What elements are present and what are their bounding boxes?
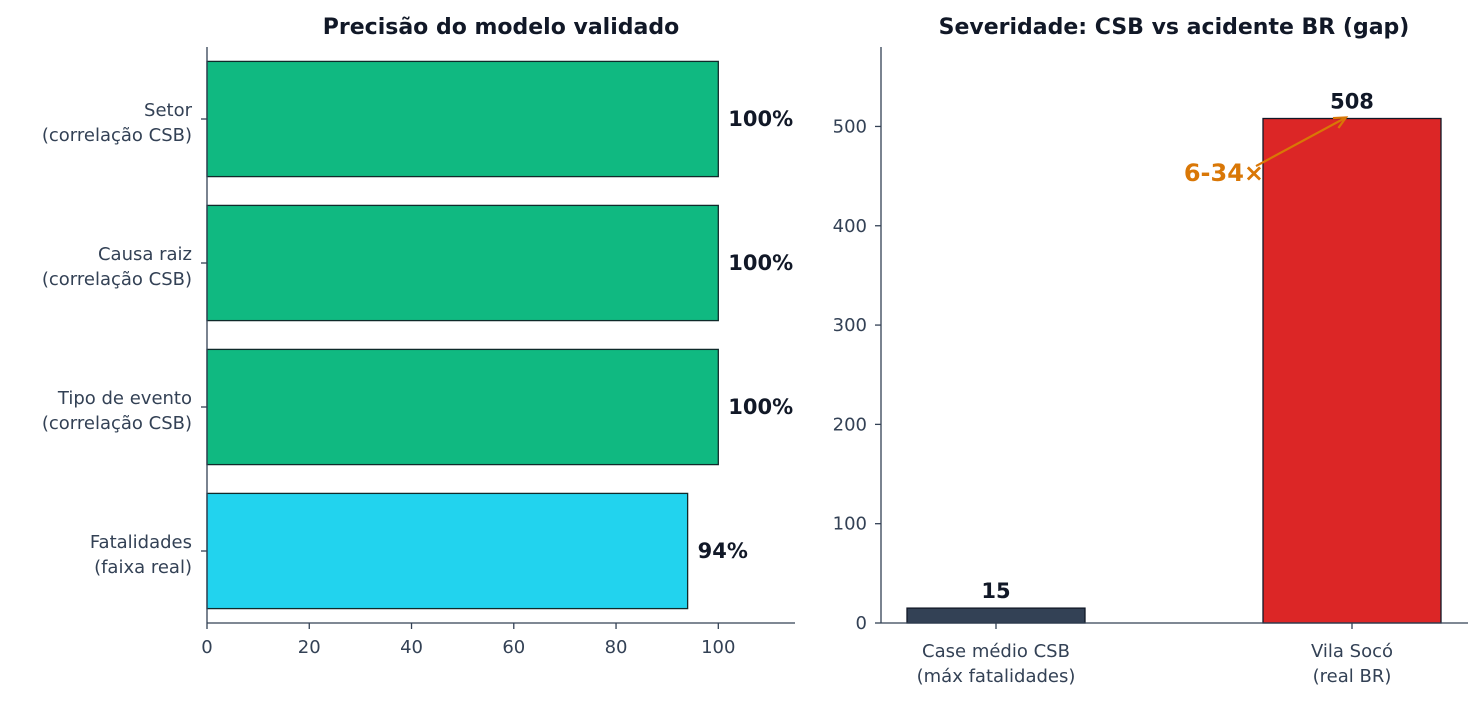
severity-y-tick-label: 0: [856, 613, 867, 634]
annotation-arrowhead: [1332, 116, 1349, 129]
accuracy-x-tick-label: 0: [201, 637, 212, 658]
accuracy-chart-title: Precisão do modelo validado: [323, 15, 679, 40]
accuracy-bar: [206, 492, 689, 610]
accuracy-value-label: 100%: [728, 251, 793, 275]
accuracy-category-label: Fatalidades (faixa real): [90, 532, 192, 578]
severity-y-tick-label: 400: [833, 216, 867, 237]
severity-category-label: Case médio CSB (máx fatalidades): [917, 641, 1076, 687]
accuracy-value-label: 100%: [728, 107, 793, 131]
accuracy-x-tick-label: 20: [298, 637, 321, 658]
accuracy-chart: Precisão do modelo validado 100% 100% 100%…: [42, 15, 795, 658]
severity-bar: [906, 607, 1086, 624]
accuracy-x-tick-label: 100: [701, 637, 735, 658]
severity-value-label: 508: [1330, 90, 1374, 114]
accuracy-bar: [206, 348, 719, 466]
severity-category-label: Vila Socó (real BR): [1311, 641, 1393, 687]
severity-chart: Severidade: CSB vs acidente BR (gap) 15 5…: [833, 15, 1468, 687]
annotation-arrow: [1255, 116, 1347, 168]
accuracy-x-tick-label: 60: [502, 637, 525, 658]
accuracy-value-label: 100%: [728, 395, 793, 419]
accuracy-x-tick-label: 40: [400, 637, 423, 658]
accuracy-x-tick-label: 80: [605, 637, 628, 658]
severity-value-label: 15: [981, 579, 1010, 603]
accuracy-category-label: Tipo de evento (correlação CSB): [42, 388, 192, 434]
severity-bar: [1262, 117, 1442, 624]
severity-y-tick-label: 500: [833, 116, 867, 137]
severity-chart-title: Severidade: CSB vs acidente BR (gap): [939, 15, 1410, 40]
severity-y-tick-label: 200: [833, 414, 867, 435]
severity-y-tick-label: 100: [833, 514, 867, 535]
accuracy-bar: [206, 204, 719, 322]
severity-y-tick-label: 300: [833, 315, 867, 336]
annotation-label: 6-34×: [1184, 159, 1264, 187]
accuracy-value-label: 94%: [698, 539, 748, 563]
accuracy-category-label: Causa raiz (correlação CSB): [42, 244, 192, 290]
accuracy-category-label: Setor (correlação CSB): [42, 100, 193, 146]
accuracy-bar: [206, 60, 719, 178]
